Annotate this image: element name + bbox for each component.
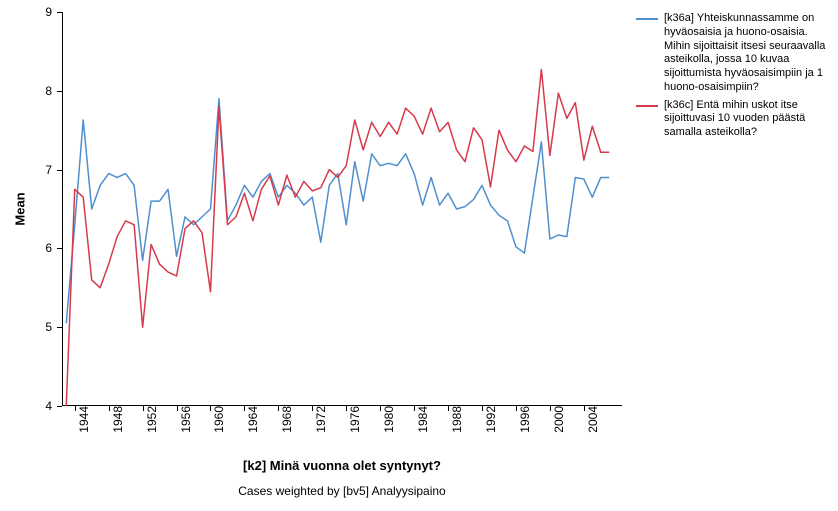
x-tick-label: 1996: [510, 406, 532, 433]
legend-item-k36a: [k36a] Yhteiskunnassamme on hyväosaisia …: [636, 12, 834, 95]
x-tick-label: 1992: [476, 406, 498, 433]
x-tick-label: 1980: [374, 406, 396, 433]
legend-swatch: [636, 105, 658, 107]
chart-plot-area: 456789 194419481952195619601964196819721…: [62, 12, 622, 406]
x-tick-label: 2004: [578, 406, 600, 433]
legend-item-k36c: [k36c] Entä mihin uskot itse sijoittuvas…: [636, 99, 834, 140]
line-series-layer: [62, 12, 622, 406]
x-tick-label: 1988: [442, 406, 464, 433]
x-tick-label: 1956: [171, 406, 193, 433]
legend-swatch: [636, 18, 658, 20]
y-tick-label: 5: [45, 320, 62, 334]
y-axis-label: Mean: [13, 192, 28, 225]
x-axis-label: [k2] Minä vuonna olet syntynyt?: [243, 458, 441, 473]
y-tick-label: 9: [45, 5, 62, 19]
y-tick-label: 4: [45, 399, 62, 413]
x-tick-label: 1948: [103, 406, 125, 433]
x-tick-label: 1952: [137, 406, 159, 433]
x-tick-label: 1964: [238, 406, 260, 433]
y-tick-label: 6: [45, 241, 62, 255]
x-tick-label: 1968: [272, 406, 294, 433]
x-tick-label: 1944: [69, 406, 91, 433]
x-tick-label: 1976: [340, 406, 362, 433]
x-tick-label: 1960: [204, 406, 226, 433]
legend-text: [k36a] Yhteiskunnassamme on hyväosaisia …: [664, 12, 832, 95]
series-line-k36a: [66, 99, 609, 324]
legend: [k36a] Yhteiskunnassamme on hyväosaisia …: [636, 12, 834, 144]
y-tick-label: 8: [45, 84, 62, 98]
x-tick-label: 2000: [544, 406, 566, 433]
y-tick-label: 7: [45, 163, 62, 177]
x-tick-label: 1984: [408, 406, 430, 433]
x-tick-label: 1972: [306, 406, 328, 433]
legend-text: [k36c] Entä mihin uskot itse sijoittuvas…: [664, 99, 832, 140]
series-line-k36c: [66, 70, 609, 406]
chart-footnote: Cases weighted by [bv5] Analyysipaino: [238, 484, 445, 498]
